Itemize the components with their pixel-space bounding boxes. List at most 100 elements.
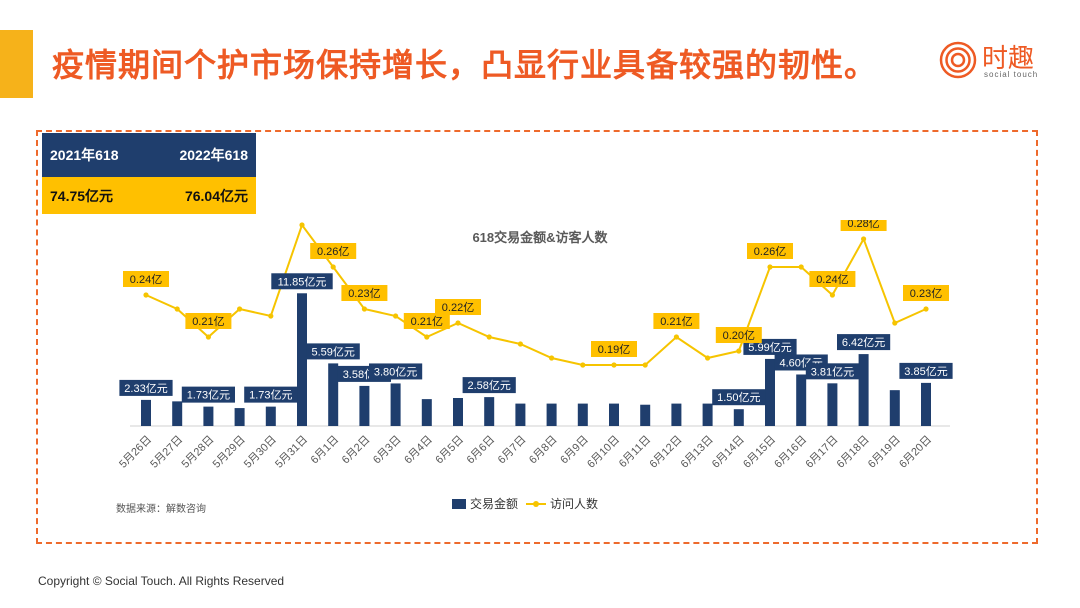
line-point-17 — [642, 362, 648, 368]
x-tick-label-22: 6月16日 — [772, 434, 809, 471]
comparison-value-2021: 74.75亿元 — [50, 187, 114, 204]
bar-21 — [765, 358, 775, 426]
x-tick-label-21: 6月15日 — [741, 434, 778, 471]
bar-9 — [390, 383, 401, 426]
title-accent-bar — [0, 30, 33, 98]
line-point-23 — [829, 292, 836, 298]
logo-tagline: social touch — [984, 70, 1039, 79]
line-label-box-3 — [185, 313, 232, 329]
brand-logo: 时趣 social touch — [938, 40, 1058, 80]
x-tick-label-5: 5月30日 — [242, 434, 279, 471]
line-point-1 — [143, 292, 149, 298]
bar-value-label-1: 2.33亿元 — [124, 382, 167, 395]
bar-22 — [796, 374, 807, 426]
line-point-6 — [299, 222, 305, 228]
data-source-note: 数据来源：解数咨询 — [116, 504, 206, 515]
x-tick-label-8: 6月2日 — [340, 434, 373, 467]
page-title: 疫情期间个护市场保持增长，凸显行业具备较强的韧性。 — [52, 46, 878, 84]
line-label-box-1 — [123, 271, 169, 287]
line-label-box-10 — [403, 313, 450, 329]
comparison-table: 2021年618 2022年618 74.75亿元 76.04亿元 — [42, 133, 256, 214]
legend-line-label: 访问人数 — [550, 496, 598, 511]
x-tick-label-20: 6月14日 — [710, 434, 747, 471]
x-tick-label-19: 6月13日 — [679, 434, 716, 471]
line-value-label-3: 0.21亿 — [192, 315, 224, 328]
line-label-box-18 — [653, 313, 700, 329]
line-point-19 — [705, 355, 711, 361]
bar-value-label-12: 2.58亿元 — [467, 379, 510, 392]
line-value-label-21: 0.26亿 — [754, 245, 786, 258]
bar-value-label-6: 11.85亿元 — [278, 275, 327, 288]
bar-1 — [141, 399, 151, 426]
bar-label-box-12 — [462, 377, 516, 394]
line-label-box-23 — [809, 271, 856, 287]
line-point-9 — [393, 313, 399, 319]
x-tick-label-6: 5月31日 — [273, 434, 310, 471]
bar-3 — [203, 406, 214, 426]
x-tick-label-14: 6月8日 — [527, 434, 560, 467]
bar-value-label-3: 1.73亿元 — [187, 389, 230, 402]
x-tick-label-9: 6月3日 — [371, 434, 404, 467]
x-tick-label-1: 5月26日 — [117, 434, 154, 471]
bar-7 — [328, 363, 339, 426]
line-point-18 — [673, 334, 680, 340]
x-tick-label-25: 6月19日 — [866, 434, 903, 471]
x-tick-label-2: 5月27日 — [148, 434, 185, 471]
line-point-15 — [580, 362, 586, 368]
x-tick-label-17: 6月11日 — [617, 434, 653, 470]
line-value-label-18: 0.21亿 — [660, 315, 692, 328]
bar-label-box-23 — [805, 363, 859, 380]
bar-25 — [889, 390, 900, 426]
line-value-label-8: 0.23亿 — [348, 287, 380, 300]
line-point-5 — [268, 313, 274, 319]
bar-value-label-20: 1.50亿元 — [717, 391, 760, 404]
visitor-line — [145, 222, 927, 366]
bar-label-box-26 — [899, 362, 953, 379]
line-label-box-24 — [840, 220, 887, 231]
chart-frame — [36, 130, 1038, 544]
bar-16 — [609, 403, 619, 426]
line-point-10 — [424, 334, 430, 340]
line-point-7 — [330, 264, 336, 270]
line-value-label-24: 0.28亿 — [847, 220, 879, 230]
line-value-label-11: 0.22亿 — [442, 301, 474, 314]
x-tick-label-11: 6月5日 — [433, 434, 466, 467]
bar-label-box-5 — [244, 386, 298, 403]
line-value-label-20: 0.20亿 — [723, 329, 755, 342]
bar-value-label-5: 1.73亿元 — [249, 389, 292, 402]
line-point-22 — [798, 264, 804, 270]
logo-name: 时趣 — [982, 44, 1035, 74]
legend-line-marker — [533, 501, 539, 507]
bar-2 — [172, 401, 183, 426]
bar-label-box-9 — [369, 363, 423, 380]
line-value-label-1: 0.24亿 — [130, 273, 162, 286]
line-point-26 — [923, 306, 929, 312]
comparison-value-2022: 76.04亿元 — [184, 187, 248, 204]
bar-8 — [359, 385, 370, 426]
bar-4 — [234, 408, 245, 426]
x-tick-label-18: 6月12日 — [647, 434, 684, 471]
line-point-2 — [174, 306, 180, 312]
x-tick-label-26: 6月20日 — [897, 434, 934, 471]
line-point-8 — [361, 306, 367, 312]
x-tick-label-10: 6月4日 — [402, 434, 435, 467]
x-tick-label-16: 6月10日 — [585, 434, 622, 471]
bar-10 — [421, 399, 432, 426]
bar-15 — [577, 403, 588, 426]
chart-title: 618交易金额&访客人数 — [472, 230, 608, 245]
x-tick-label-13: 6月7日 — [496, 434, 529, 467]
line-point-3 — [205, 334, 211, 340]
bar-label-box-7 — [306, 343, 360, 360]
line-value-label-10: 0.21亿 — [411, 315, 443, 328]
bar-label-box-3 — [181, 386, 235, 403]
line-value-label-26: 0.23亿 — [910, 287, 942, 300]
line-label-box-20 — [715, 327, 762, 343]
bar-value-label-7: 5.59亿元 — [311, 345, 354, 358]
line-point-13 — [517, 341, 523, 347]
line-point-11 — [455, 320, 461, 326]
x-tick-label-23: 6月17日 — [803, 434, 840, 471]
bar-5 — [265, 406, 276, 426]
bar-20 — [733, 409, 744, 426]
bar-label-box-6 — [271, 273, 333, 290]
line-point-4 — [237, 306, 243, 312]
